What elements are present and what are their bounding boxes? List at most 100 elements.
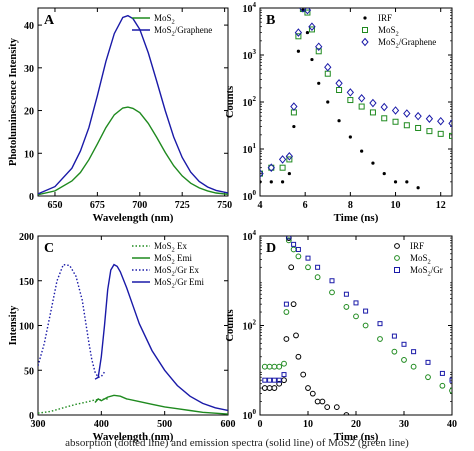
y-tick-label: 200: [19, 232, 34, 243]
data-point-irf: [281, 377, 287, 384]
x-tick-label: 725: [175, 200, 190, 211]
data-point-irf: [317, 81, 321, 85]
data-point-mos2: [286, 156, 293, 163]
data-point-irf: [271, 385, 278, 391]
data-point-mos2-graphene: [278, 155, 287, 164]
data-point-mos2: [391, 348, 398, 355]
data-point-mos2: [283, 309, 290, 315]
legend-label-mos2-emi: MoS2 Emi: [154, 253, 193, 266]
x-tick-label: 675: [90, 200, 105, 211]
data-point-mos2-graphene: [346, 88, 355, 97]
data-point-irf: [269, 180, 273, 184]
data-point-irf: [287, 171, 291, 176]
panel-letter: B: [266, 13, 275, 28]
data-point-irf: [305, 30, 310, 35]
legend-marker-mos2-gr: [394, 267, 400, 273]
data-point-mos2: [369, 109, 376, 116]
y-tick-label: 104: [243, 229, 257, 243]
data-point-mos2-gr: [343, 291, 349, 297]
x-tick-label: 10: [391, 200, 401, 211]
data-point-mos2-gr: [283, 301, 289, 307]
data-point-mos2-graphene: [448, 119, 452, 128]
legend-marker-mos2: [394, 255, 400, 261]
x-tick-label: 400: [94, 419, 109, 430]
data-point-mos2: [266, 363, 273, 370]
data-point-mos2-graphene: [290, 102, 298, 111]
x-tick-label: 30: [399, 419, 409, 430]
data-point-mos2-graphene: [324, 62, 332, 72]
y-tick-label: 50: [24, 366, 34, 377]
data-point-mos2-gr: [286, 236, 292, 240]
data-point-mos2-graphene: [303, 8, 312, 15]
legend-label-mos2-ex: MoS2 Ex: [154, 241, 188, 254]
data-point-mos2: [358, 103, 365, 110]
x-tick-label: 40: [447, 419, 457, 430]
data-point-irf: [280, 180, 285, 184]
x-tick-label: 600: [221, 419, 236, 430]
plot-frame: [37, 7, 229, 197]
data-point-mos2-graphene: [380, 102, 388, 112]
data-point-irf: [310, 57, 314, 62]
legend-label-mos2-gr: MoS2/Gr: [410, 265, 443, 278]
data-point-irf: [348, 135, 352, 139]
data-point-mos2: [425, 374, 431, 381]
data-point-irf: [343, 412, 350, 415]
data-point-mos2-graphene: [267, 163, 275, 172]
y-tick-label: 150: [19, 277, 34, 288]
data-point-mos2: [415, 124, 422, 131]
data-point-irf: [382, 171, 386, 176]
data-point-irf: [288, 264, 295, 271]
data-point-mos2: [426, 128, 433, 135]
x-tick-label: 4: [258, 200, 263, 211]
data-point-mos2: [314, 274, 321, 281]
data-point-mos2: [449, 387, 452, 394]
x-tick-label: 750: [217, 200, 232, 211]
data-point-irf: [276, 380, 283, 387]
data-point-mos2-gr: [271, 377, 277, 383]
data-point-irf: [296, 49, 300, 53]
data-area: [38, 14, 228, 196]
x-tick-label: 700: [132, 200, 147, 211]
y-tick-label: 104: [243, 1, 257, 15]
data-point-irf: [371, 161, 375, 165]
data-point-mos2: [343, 304, 350, 310]
data-point-irf: [405, 180, 409, 184]
panel-letter: D: [266, 241, 276, 256]
data-point-irf: [290, 301, 297, 308]
data-point-mos2: [362, 322, 369, 329]
y-tick-label: 30: [24, 64, 34, 75]
data-point-mos2-graphene: [391, 106, 400, 115]
data-point-irf: [393, 180, 398, 184]
data-point-mos2: [285, 237, 292, 244]
data-point-mos2-gr: [401, 341, 407, 347]
y-tick-label: 0: [29, 411, 34, 422]
data-point-mos2-gr: [411, 349, 417, 355]
figure-caption: absorption (dotted line) and emission sp…: [65, 437, 409, 449]
data-point-mos2-graphene: [260, 169, 264, 178]
data-point-mos2-gr: [377, 321, 383, 327]
x-axis-label: Time (ns): [334, 212, 379, 224]
data-point-mos2: [439, 382, 446, 389]
panel-D: 0 10 20 30 40 100 102 104 Time (ns) Counts D IRF MoS…: [225, 229, 457, 443]
data-point-mos2: [279, 164, 286, 171]
data-point-mos2-gr: [262, 377, 268, 383]
plot-frame: [37, 235, 229, 416]
legend-marker-irf: [394, 243, 400, 249]
data-point-mos2: [401, 357, 407, 363]
y-tick-label: 20: [24, 107, 34, 118]
data-point-irf: [260, 180, 262, 184]
data-point-mos2: [276, 363, 283, 370]
data-point-mos2-gr: [363, 308, 369, 314]
data-point-mos2: [381, 115, 388, 122]
data-point-irf: [292, 124, 296, 129]
y-axis-label: Counts: [225, 309, 236, 341]
series-line-mos2-gr-ex: [38, 263, 106, 379]
x-axis-label: Wavelength (nm): [93, 431, 174, 443]
data-point-mos2: [403, 122, 410, 129]
data-point-mos2: [437, 130, 444, 137]
data-point-mos2-gr: [353, 300, 359, 306]
data-point-mos2-graphene: [403, 109, 411, 118]
data-point-mos2-gr: [295, 246, 301, 252]
